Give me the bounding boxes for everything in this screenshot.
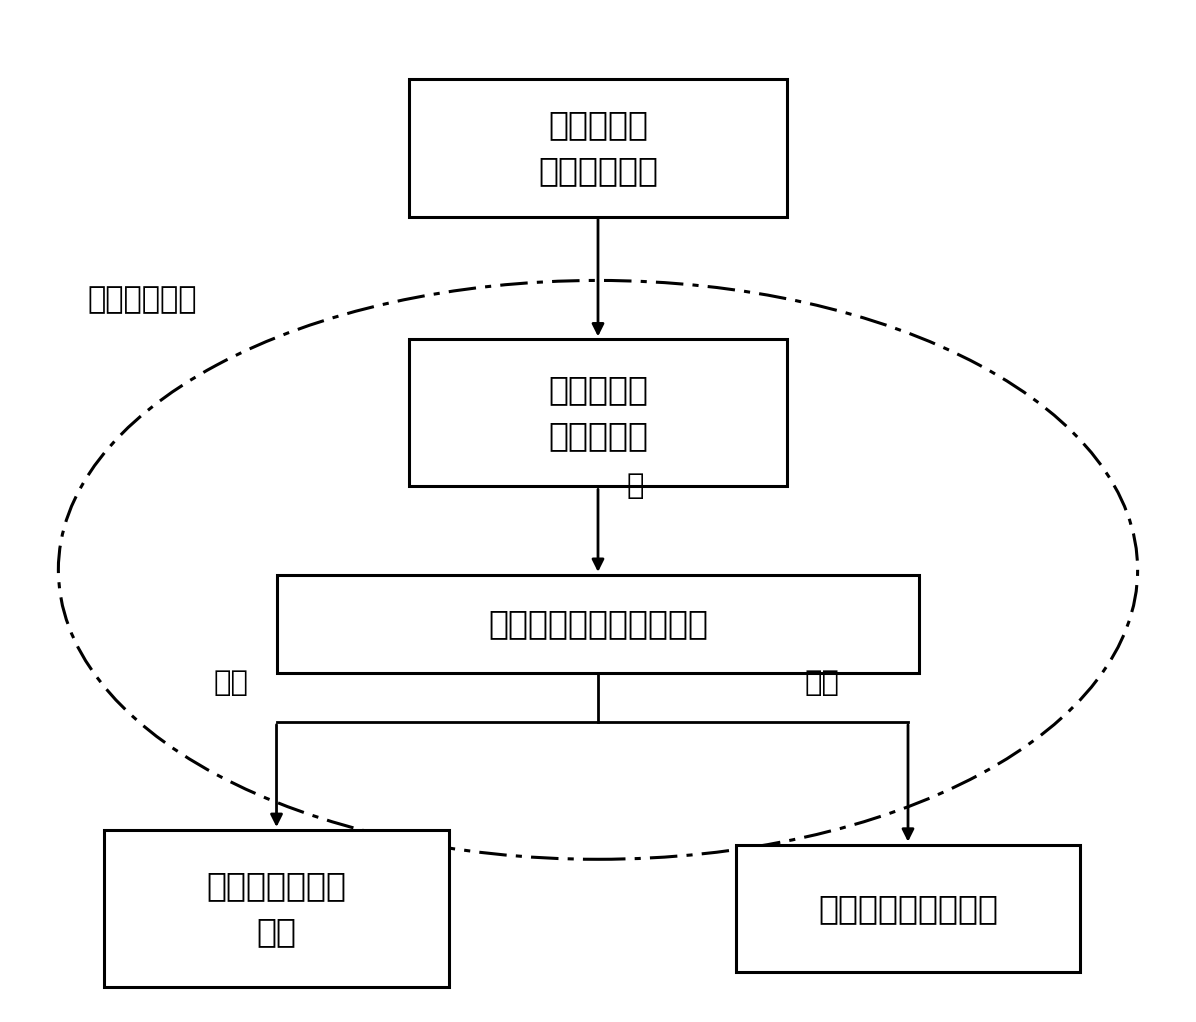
FancyBboxPatch shape [736, 844, 1080, 972]
Text: 前传: 前传 [213, 669, 249, 697]
Text: 减小扩张壁面扩张角: 减小扩张壁面扩张角 [818, 892, 997, 925]
Text: 增大扩张壁面扩
张角: 增大扩张壁面扩 张角 [207, 869, 347, 947]
Text: 是: 是 [627, 472, 645, 501]
FancyBboxPatch shape [409, 339, 787, 486]
FancyBboxPatch shape [409, 80, 787, 217]
Text: 波面是否到
达临界位置: 波面是否到 达临界位置 [548, 373, 648, 453]
FancyBboxPatch shape [276, 574, 920, 672]
Text: 判断爆震波前传或者后传: 判断爆震波前传或者后传 [488, 607, 708, 641]
Text: 压力传感器
监测波面位置: 压力传感器 监测波面位置 [538, 108, 658, 187]
Text: 信息分析模块: 信息分析模块 [87, 285, 196, 315]
FancyBboxPatch shape [104, 830, 448, 987]
Text: 后传: 后传 [805, 669, 840, 697]
